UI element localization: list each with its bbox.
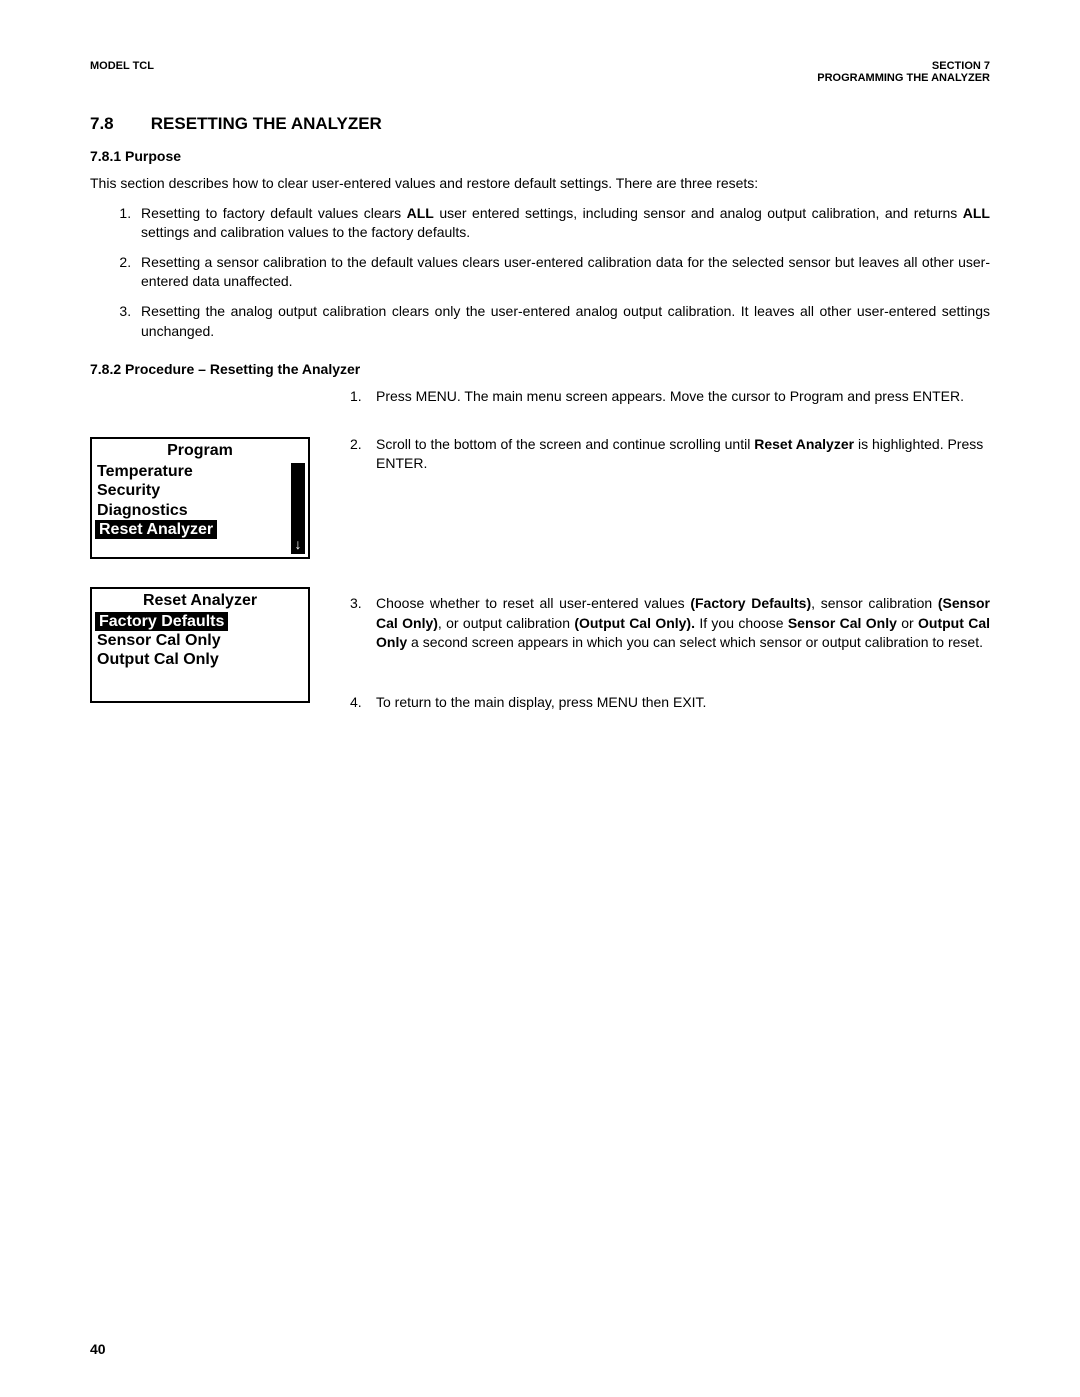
lcd2-row-sensor-cal: Sensor Cal Only [95, 631, 305, 650]
purpose-item-3: Resetting the analog output calibration … [135, 302, 990, 341]
lcd2-row-output-cal: Output Cal Only [95, 650, 305, 669]
lcd-reset-screen: Reset Analyzer Factory Defaults Sensor C… [90, 587, 310, 704]
procedure-heading: 7.8.2 Procedure – Resetting the Analyzer [90, 361, 990, 377]
section-title: RESETTING THE ANALYZER [151, 114, 382, 133]
purpose-list: Resetting to factory default values clea… [90, 204, 990, 342]
header-left: MODEL TCL [90, 60, 154, 84]
lcd1-scrollbar: ↓ [291, 463, 305, 554]
purpose-item-2: Resetting a sensor calibration to the de… [135, 253, 990, 292]
lcd1-row-reset-analyzer: Reset Analyzer [95, 520, 217, 539]
lcd-column: Program Temperature Security Diagnostics… [90, 387, 310, 731]
header-right: SECTION 7 PROGRAMMING THE ANALYZER [817, 60, 990, 84]
header-right-2: PROGRAMMING THE ANALYZER [817, 72, 990, 84]
lcd2-row-factory-defaults: Factory Defaults [95, 612, 228, 631]
lcd1-row-temperature: Temperature [95, 462, 305, 481]
lcd1-row-diagnostics: Diagnostics [95, 501, 305, 520]
step-3: 3. Choose whether to reset all user-ente… [350, 594, 990, 653]
purpose-intro: This section describes how to clear user… [90, 174, 990, 194]
lcd2-title: Reset Analyzer [95, 592, 305, 610]
lcd1-title: Program [95, 442, 305, 460]
step-2: 2. Scroll to the bottom of the screen an… [350, 435, 990, 474]
purpose-item-1: Resetting to factory default values clea… [135, 204, 990, 243]
lcd1-row-security: Security [95, 481, 305, 500]
purpose-heading: 7.8.1 Purpose [90, 148, 990, 164]
page-number: 40 [90, 1341, 106, 1357]
header-right-1: SECTION 7 [817, 60, 990, 72]
lcd-program-screen: Program Temperature Security Diagnostics… [90, 437, 310, 559]
step-1: 1. Press MENU. The main menu screen appe… [350, 387, 990, 407]
page-header: MODEL TCL SECTION 7 PROGRAMMING THE ANAL… [90, 60, 990, 84]
step-4: 4. To return to the main display, press … [350, 693, 990, 713]
section-number: 7.8 [90, 114, 146, 134]
section-heading: 7.8 RESETTING THE ANALYZER [90, 114, 990, 134]
steps-column: 1. Press MENU. The main menu screen appe… [350, 387, 990, 740]
down-arrow-icon: ↓ [293, 536, 303, 552]
